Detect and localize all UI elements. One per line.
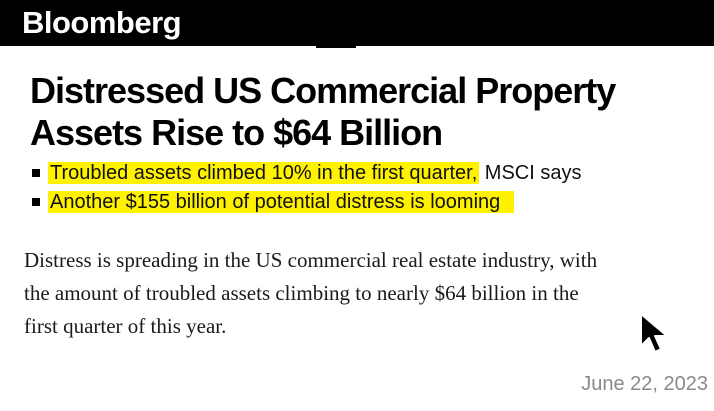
article-headline: Distressed US Commercial Property Assets… xyxy=(30,70,700,154)
header-bar: Bloomberg xyxy=(0,0,714,46)
bullet-rest-text: MSCI says xyxy=(479,162,582,184)
header-tab-notch xyxy=(316,45,356,48)
bullet-text: Troubled assets climbed 10% in the first… xyxy=(48,160,582,186)
bullet-square-icon xyxy=(32,169,40,177)
body-line-2: the amount of troubled assets climbing t… xyxy=(24,281,579,305)
mouse-pointer-icon xyxy=(640,313,668,353)
publish-date: June 22, 2023 xyxy=(581,373,708,395)
headline-line-2: Assets Rise to $64 Billion xyxy=(30,112,443,153)
bloomberg-logo[interactable]: Bloomberg xyxy=(22,5,182,40)
body-line-1: Distress is spreading in the US commerci… xyxy=(24,248,598,272)
bullet-text: Another $155 billion of potential distre… xyxy=(48,189,515,215)
bullet-square-icon xyxy=(32,198,40,206)
headline-line-1: Distressed US Commercial Property xyxy=(30,70,616,111)
body-line-3: first quarter of this year. xyxy=(24,314,227,338)
highlighted-text: Another $155 billion of potential distre… xyxy=(48,191,515,213)
article-body-paragraph: Distress is spreading in the US commerci… xyxy=(24,244,704,343)
highlighted-text: Troubled assets climbed 10% in the first… xyxy=(48,162,480,184)
